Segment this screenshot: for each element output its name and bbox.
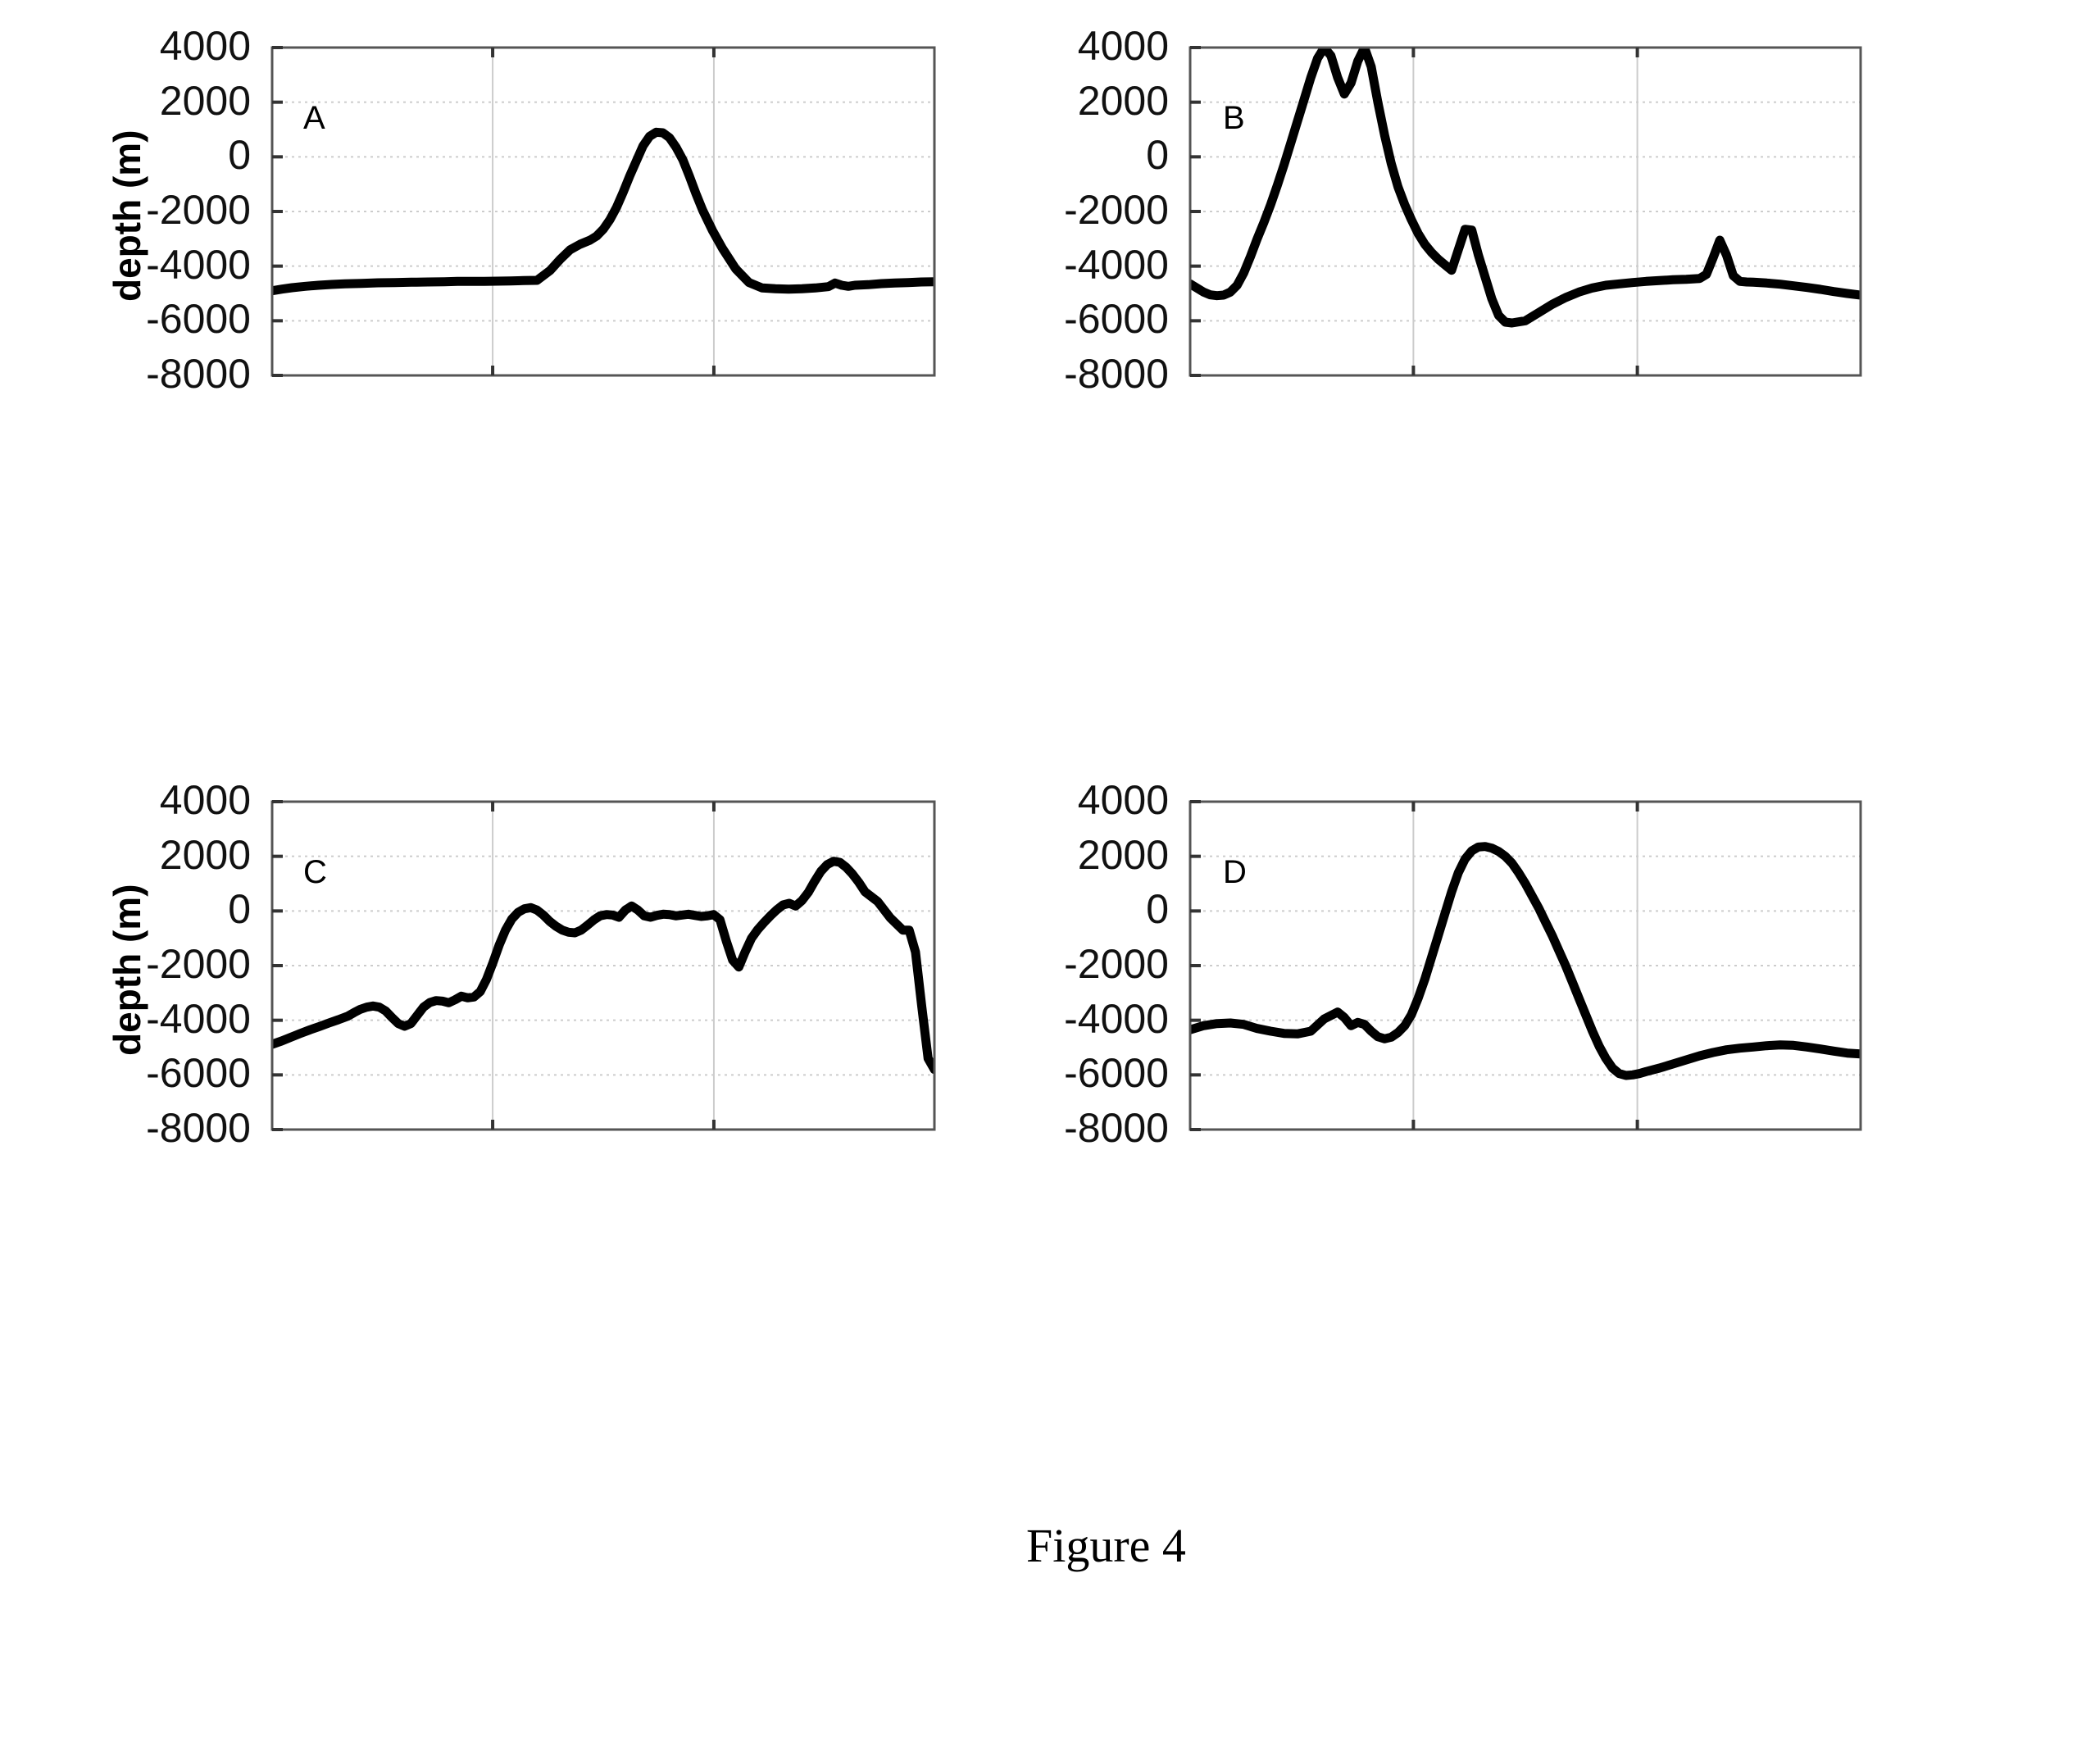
y-axis-tick-label: 2000 [159, 77, 251, 124]
y-axis-tick-label: 0 [228, 132, 251, 179]
y-axis-tick-label: 0 [1146, 132, 1169, 179]
y-axis-tick-label: 2000 [1077, 831, 1169, 878]
depth-profile-line [272, 127, 934, 296]
y-axis-tick-label: -2000 [146, 941, 251, 987]
depth-profile-line [1190, 842, 1861, 1080]
y-axis-tick-label: -6000 [146, 296, 251, 343]
y-axis-tick-label: 2000 [1077, 77, 1169, 124]
y-axis-tick-label: -8000 [146, 351, 251, 397]
y-axis-tick-label: -2000 [1064, 941, 1169, 987]
y-axis-tick-label: -6000 [1064, 1050, 1169, 1097]
y-axis-tick-label: 4000 [1077, 777, 1169, 823]
y-axis-tick-label: 4000 [159, 23, 251, 69]
y-axis-tick-label: 0 [1146, 886, 1169, 933]
y-axis-tick-label: -2000 [146, 187, 251, 233]
y-axis-tick-label: -2000 [1064, 187, 1169, 233]
depth-profile-line [1190, 48, 1861, 328]
y-axis-tick-label: 4000 [159, 777, 251, 823]
y-axis-tick-label: -8000 [1064, 1105, 1169, 1151]
y-axis-tick-label: -4000 [146, 995, 251, 1042]
y-axis-tick-label: -6000 [146, 1050, 251, 1097]
depth-profile-line [272, 857, 934, 1075]
y-axis-tick-label: 0 [228, 886, 251, 933]
y-axis-tick-label: -6000 [1064, 296, 1169, 343]
y-axis-tick-label: 2000 [159, 831, 251, 878]
y-axis-tick-label: -4000 [1064, 241, 1169, 288]
y-axis-tick-label: -4000 [1064, 995, 1169, 1042]
panel-label-d: D [1223, 854, 1247, 890]
panel-label-a: A [303, 100, 325, 136]
figure-caption: Figure 4 [1026, 1519, 1186, 1572]
y-axis-tick-label: -4000 [146, 241, 251, 288]
y-axis-tick-label: -8000 [146, 1105, 251, 1151]
y-axis-tick-label: -8000 [1064, 351, 1169, 397]
panel-label-b: B [1223, 100, 1245, 136]
panel-label-c: C [303, 854, 327, 890]
y-axis-tick-label: 4000 [1077, 23, 1169, 69]
